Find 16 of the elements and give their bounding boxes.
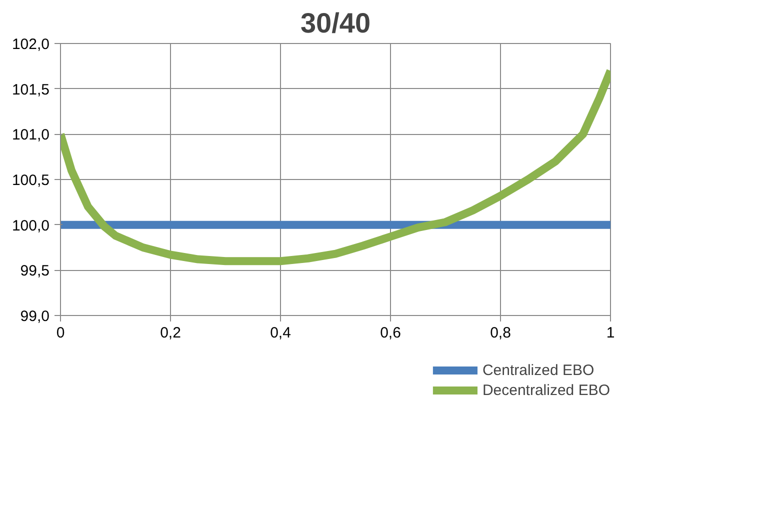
- x-tick-label: 0,4: [270, 324, 291, 342]
- y-tick-label: 102,0: [12, 36, 50, 53]
- x-tick-label: 0,6: [380, 324, 401, 342]
- x-tick-label: 0,8: [490, 324, 511, 342]
- y-tick-label: 101,5: [12, 81, 50, 98]
- y-tick-label: 100,0: [12, 217, 50, 234]
- y-tick-label: 100,5: [12, 172, 50, 189]
- x-tick-label: 1: [606, 324, 615, 342]
- chart-title: 30/40: [300, 8, 371, 38]
- x-tick-label: 0,2: [160, 324, 181, 342]
- y-tick-label: 99,0: [20, 308, 50, 325]
- y-tick-label: 101,0: [12, 126, 50, 144]
- x-tick-label: 0: [56, 324, 65, 342]
- legend-label: Decentralized EBO: [482, 382, 610, 398]
- legend-label: Centralized EBO: [482, 362, 594, 378]
- y-tick-label: 99,5: [20, 262, 50, 280]
